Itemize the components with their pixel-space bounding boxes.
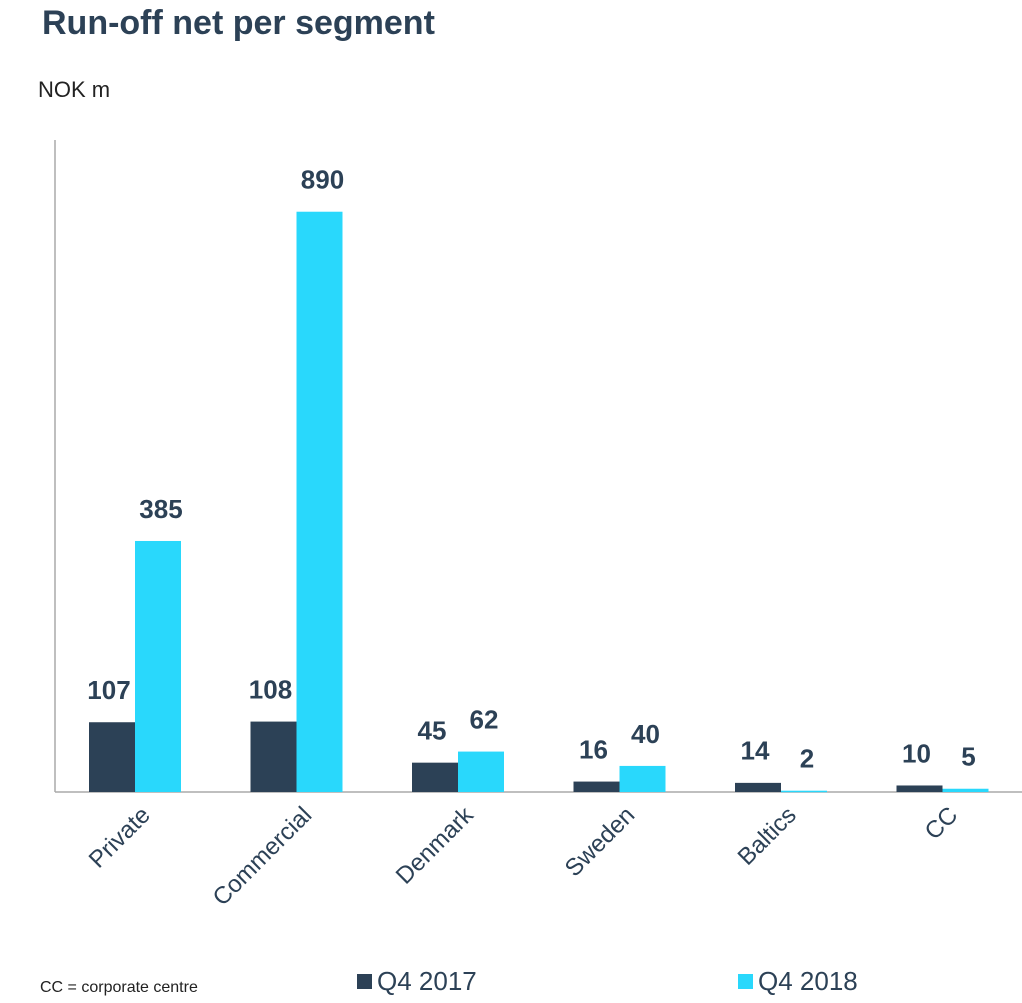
bar [896, 785, 943, 792]
x-tick-label: Sweden [560, 802, 640, 882]
bar [619, 765, 666, 792]
bar [573, 781, 620, 792]
data-label: 5 [961, 742, 975, 772]
bar [89, 722, 135, 792]
x-tick-label: Private [84, 802, 156, 874]
data-label: 40 [631, 719, 660, 749]
bar [135, 540, 181, 792]
x-tick-label: Commercial [208, 802, 318, 912]
chart-title: Run-off net per segment [42, 4, 435, 42]
data-label: 890 [301, 165, 344, 195]
legend-label: Q4 2017 [377, 966, 477, 996]
bar [412, 762, 458, 792]
data-label: 385 [139, 494, 182, 524]
legend-swatch [738, 974, 753, 989]
data-label: 2 [800, 744, 814, 774]
data-label: 45 [418, 716, 447, 746]
x-tick-label: Baltics [733, 802, 802, 871]
data-label: 62 [470, 704, 499, 734]
data-label: 108 [249, 674, 292, 704]
data-label: 16 [579, 734, 608, 764]
footnote: CC = corporate centre [40, 979, 198, 996]
data-label: 14 [741, 736, 770, 766]
legend-label: Q4 2018 [758, 966, 858, 996]
bar [458, 751, 504, 792]
bar [942, 788, 989, 792]
legend-swatch [357, 974, 372, 989]
data-label: 107 [87, 675, 130, 705]
bar [735, 782, 781, 792]
bar [296, 211, 343, 793]
subtitle: NOK m [38, 77, 110, 102]
x-tick-label: Denmark [391, 801, 480, 890]
x-tick-label: CC [920, 802, 964, 846]
data-label: 10 [902, 738, 931, 768]
bar [250, 721, 297, 792]
bar [781, 790, 827, 793]
